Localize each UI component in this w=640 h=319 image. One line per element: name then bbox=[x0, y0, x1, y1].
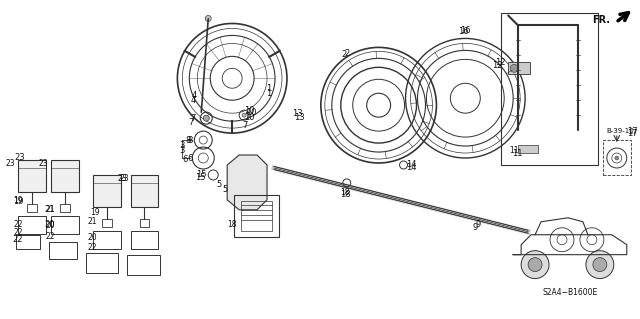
Text: 11: 11 bbox=[512, 149, 522, 158]
Bar bbox=[93, 231, 120, 249]
Text: 22: 22 bbox=[13, 228, 22, 237]
Circle shape bbox=[242, 113, 246, 117]
Text: 21: 21 bbox=[45, 205, 54, 214]
Text: 3: 3 bbox=[180, 145, 185, 154]
Text: 19: 19 bbox=[90, 208, 99, 217]
Text: 1: 1 bbox=[266, 84, 271, 93]
Text: B-39-10: B-39-10 bbox=[607, 128, 635, 134]
Text: 11: 11 bbox=[509, 145, 519, 154]
Circle shape bbox=[593, 258, 607, 271]
Text: 19: 19 bbox=[13, 197, 23, 206]
Bar bbox=[131, 175, 159, 207]
Bar bbox=[241, 201, 272, 231]
Bar bbox=[234, 195, 279, 237]
Bar bbox=[18, 216, 46, 234]
Text: 9: 9 bbox=[476, 220, 481, 229]
Circle shape bbox=[521, 251, 549, 278]
Polygon shape bbox=[227, 155, 267, 210]
Text: 6: 6 bbox=[182, 155, 188, 165]
Text: 21: 21 bbox=[88, 217, 97, 226]
Text: 7: 7 bbox=[191, 114, 196, 122]
Text: 7: 7 bbox=[243, 121, 248, 130]
Text: 22: 22 bbox=[88, 243, 97, 252]
Text: 4: 4 bbox=[191, 96, 196, 105]
Text: 1: 1 bbox=[266, 89, 271, 98]
Text: 6: 6 bbox=[188, 153, 193, 162]
Circle shape bbox=[510, 64, 518, 72]
Bar bbox=[51, 216, 79, 234]
Text: 17: 17 bbox=[627, 127, 638, 136]
Bar bbox=[518, 145, 538, 153]
Text: 23: 23 bbox=[15, 152, 25, 161]
Circle shape bbox=[586, 251, 614, 278]
Text: 15: 15 bbox=[195, 174, 205, 182]
Text: 10: 10 bbox=[244, 113, 254, 122]
Bar bbox=[508, 62, 530, 74]
Text: 20: 20 bbox=[88, 233, 97, 242]
Bar bbox=[49, 242, 77, 259]
Text: 4: 4 bbox=[192, 91, 197, 100]
Bar bbox=[16, 235, 40, 249]
Text: 18: 18 bbox=[340, 189, 349, 197]
Text: 20: 20 bbox=[45, 221, 54, 230]
Text: 18: 18 bbox=[340, 190, 351, 199]
Bar bbox=[93, 175, 120, 207]
Text: 13: 13 bbox=[294, 113, 304, 122]
Circle shape bbox=[205, 16, 211, 21]
Bar bbox=[51, 160, 79, 192]
Circle shape bbox=[615, 156, 619, 160]
Bar bbox=[140, 219, 150, 227]
Bar bbox=[60, 204, 70, 212]
Bar bbox=[131, 231, 159, 249]
Bar bbox=[127, 255, 161, 275]
Text: 3: 3 bbox=[180, 141, 185, 150]
Text: 19: 19 bbox=[13, 197, 23, 205]
Text: 23: 23 bbox=[118, 174, 127, 183]
Text: 16: 16 bbox=[458, 27, 468, 36]
Circle shape bbox=[204, 115, 209, 121]
Text: 13: 13 bbox=[292, 109, 302, 118]
Text: 5: 5 bbox=[216, 181, 222, 189]
Text: 12: 12 bbox=[495, 58, 506, 67]
Text: 23: 23 bbox=[120, 174, 129, 183]
Text: 18: 18 bbox=[227, 220, 237, 229]
Text: 23: 23 bbox=[5, 160, 15, 168]
Circle shape bbox=[528, 258, 542, 271]
Text: 21: 21 bbox=[45, 205, 55, 214]
Bar bbox=[603, 140, 631, 175]
Text: 7: 7 bbox=[189, 118, 194, 127]
Text: 2: 2 bbox=[344, 49, 349, 58]
Text: 8: 8 bbox=[186, 136, 191, 145]
Text: 8: 8 bbox=[188, 136, 193, 145]
Bar bbox=[102, 219, 111, 227]
Text: 23: 23 bbox=[38, 160, 47, 168]
Text: 12: 12 bbox=[492, 61, 502, 70]
Text: 20: 20 bbox=[45, 220, 55, 229]
Text: 22: 22 bbox=[13, 220, 22, 229]
Text: 15: 15 bbox=[196, 170, 207, 180]
Bar bbox=[86, 253, 118, 273]
Text: 10: 10 bbox=[246, 108, 257, 117]
Bar bbox=[18, 160, 46, 192]
Text: 17: 17 bbox=[627, 129, 638, 137]
Text: FR.: FR. bbox=[592, 16, 610, 26]
Text: 14: 14 bbox=[406, 163, 417, 173]
Text: S2A4−B1600E: S2A4−B1600E bbox=[542, 288, 598, 297]
Text: 9: 9 bbox=[473, 223, 478, 232]
Text: 2: 2 bbox=[341, 50, 346, 59]
Text: 10: 10 bbox=[244, 106, 254, 115]
Text: 22: 22 bbox=[45, 232, 54, 241]
Text: 5: 5 bbox=[222, 185, 227, 194]
Bar bbox=[501, 12, 598, 165]
Bar bbox=[27, 204, 37, 212]
Text: 16: 16 bbox=[460, 26, 470, 35]
Text: 14: 14 bbox=[406, 160, 417, 169]
Text: 22: 22 bbox=[13, 235, 23, 244]
